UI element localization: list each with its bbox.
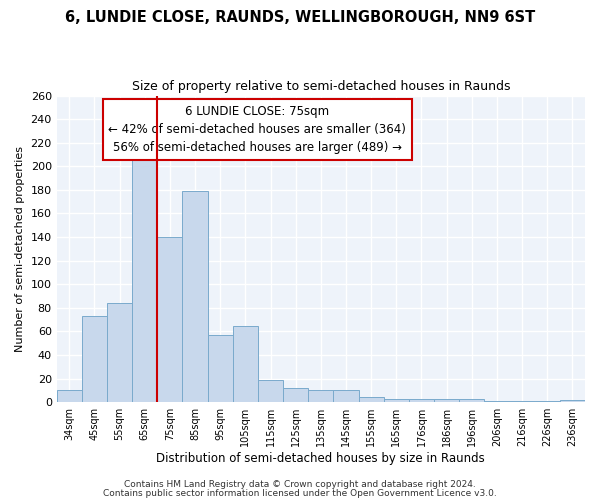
Text: 6, LUNDIE CLOSE, RAUNDS, WELLINGBOROUGH, NN9 6ST: 6, LUNDIE CLOSE, RAUNDS, WELLINGBOROUGH,… bbox=[65, 10, 535, 25]
Y-axis label: Number of semi-detached properties: Number of semi-detached properties bbox=[15, 146, 25, 352]
Bar bbox=[459, 398, 484, 402]
Bar bbox=[56, 390, 82, 402]
Bar bbox=[509, 401, 535, 402]
Bar bbox=[434, 398, 459, 402]
Bar bbox=[560, 400, 585, 402]
Bar bbox=[182, 191, 208, 402]
Bar bbox=[535, 401, 560, 402]
Bar bbox=[308, 390, 334, 402]
Bar bbox=[233, 326, 258, 402]
Text: 6 LUNDIE CLOSE: 75sqm
← 42% of semi-detached houses are smaller (364)
56% of sem: 6 LUNDIE CLOSE: 75sqm ← 42% of semi-deta… bbox=[109, 105, 406, 154]
Bar bbox=[409, 398, 434, 402]
Bar bbox=[334, 390, 359, 402]
Bar bbox=[208, 335, 233, 402]
Bar bbox=[484, 401, 509, 402]
Bar bbox=[258, 380, 283, 402]
Text: Contains HM Land Registry data © Crown copyright and database right 2024.: Contains HM Land Registry data © Crown c… bbox=[124, 480, 476, 489]
Bar bbox=[132, 148, 157, 402]
Bar bbox=[359, 398, 384, 402]
Bar bbox=[384, 398, 409, 402]
Bar bbox=[107, 303, 132, 402]
X-axis label: Distribution of semi-detached houses by size in Raunds: Distribution of semi-detached houses by … bbox=[157, 452, 485, 465]
Title: Size of property relative to semi-detached houses in Raunds: Size of property relative to semi-detach… bbox=[131, 80, 510, 93]
Bar bbox=[283, 388, 308, 402]
Bar bbox=[82, 316, 107, 402]
Text: Contains public sector information licensed under the Open Government Licence v3: Contains public sector information licen… bbox=[103, 488, 497, 498]
Bar bbox=[157, 237, 182, 402]
